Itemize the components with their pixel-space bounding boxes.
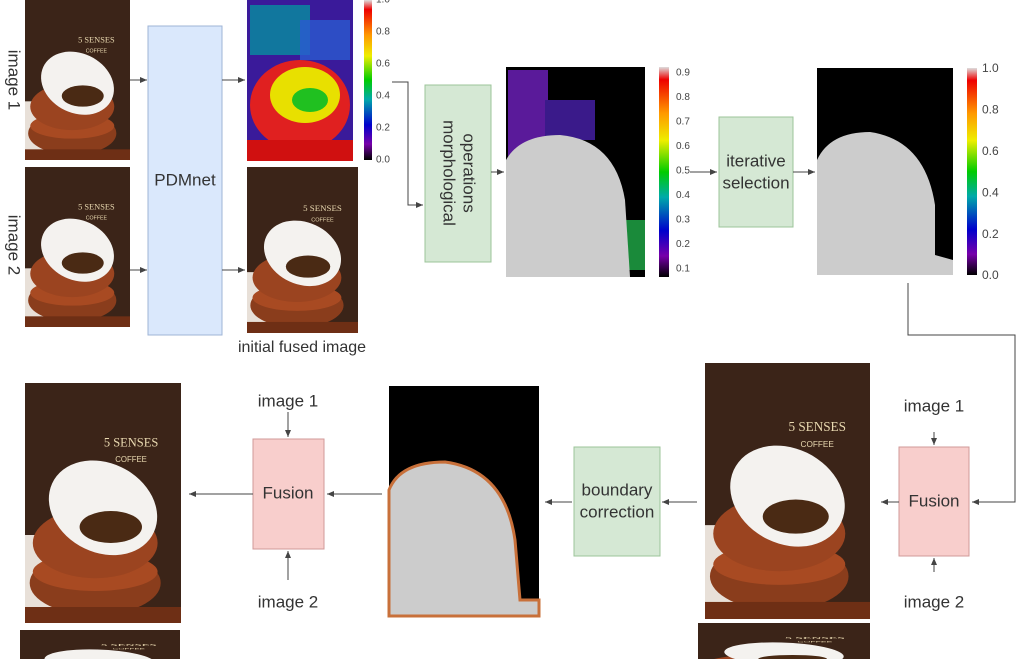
colorbar-tick-label: 0.3	[676, 215, 690, 226]
pdmnet-box	[147, 25, 223, 336]
process-box	[718, 116, 794, 228]
fusion-box	[898, 446, 970, 557]
process-box	[424, 84, 492, 263]
colorbar-tick-label: 0.0	[376, 155, 390, 166]
colorbar-tick-label: 0.6	[376, 59, 390, 70]
process-label: selection	[722, 173, 789, 192]
colorbar-tick-label: 0.5	[676, 166, 690, 177]
caption: initial fused image	[238, 339, 366, 356]
colorbar	[659, 67, 669, 277]
colorbar-tick-label: 0.2	[376, 123, 390, 134]
colorbar-tick-label: 0.9	[676, 68, 690, 79]
mask-map	[817, 68, 953, 275]
colorbar-tick-label: 1.0	[982, 61, 999, 75]
colorbar-tick-label: 0.4	[676, 190, 690, 201]
colorbar	[364, 0, 372, 160]
process-label: correction	[580, 502, 655, 521]
fusion-input: image 2	[904, 592, 964, 611]
process-label: iterative	[726, 151, 786, 170]
fusion-input: image 1	[258, 391, 318, 410]
process-label: boundary	[582, 480, 653, 499]
colorbar	[967, 68, 977, 275]
colorbar-tick-label: 0.6	[676, 141, 690, 152]
mask-map	[506, 67, 645, 277]
fusion-input: image 1	[904, 396, 964, 415]
colorbar-tick-label: 0.0	[982, 268, 999, 282]
fusion-label: Fusion	[908, 491, 959, 510]
fusion-label: Fusion	[262, 483, 313, 502]
colorbar-tick-label: 0.4	[982, 185, 999, 199]
input-label: image 2	[5, 215, 24, 275]
colorbar-tick-label: 0.1	[676, 264, 690, 275]
colorbar-tick-label: 0.2	[982, 227, 999, 241]
colorbar-tick-label: 0.6	[982, 144, 999, 158]
input-label: image 1	[5, 50, 24, 110]
fusion-input: image 2	[258, 592, 318, 611]
mask-map	[387, 386, 541, 618]
colorbar-tick-label: 0.2	[676, 239, 690, 250]
colorbar-tick-label: 0.8	[982, 103, 999, 117]
colorbar-tick-label: 0.7	[676, 117, 690, 128]
process-box	[573, 446, 661, 557]
pdmnet-label: PDMnet	[154, 170, 216, 189]
colorbar-tick-label: 1.0	[376, 0, 390, 6]
colorbar-tick-label: 0.4	[376, 91, 390, 102]
heatmap	[247, 0, 353, 161]
colorbar-tick-label: 0.8	[376, 27, 390, 38]
process-label: morphological	[440, 120, 459, 226]
colorbar-tick-label: 0.8	[676, 92, 690, 103]
process-label: operations	[460, 133, 479, 212]
